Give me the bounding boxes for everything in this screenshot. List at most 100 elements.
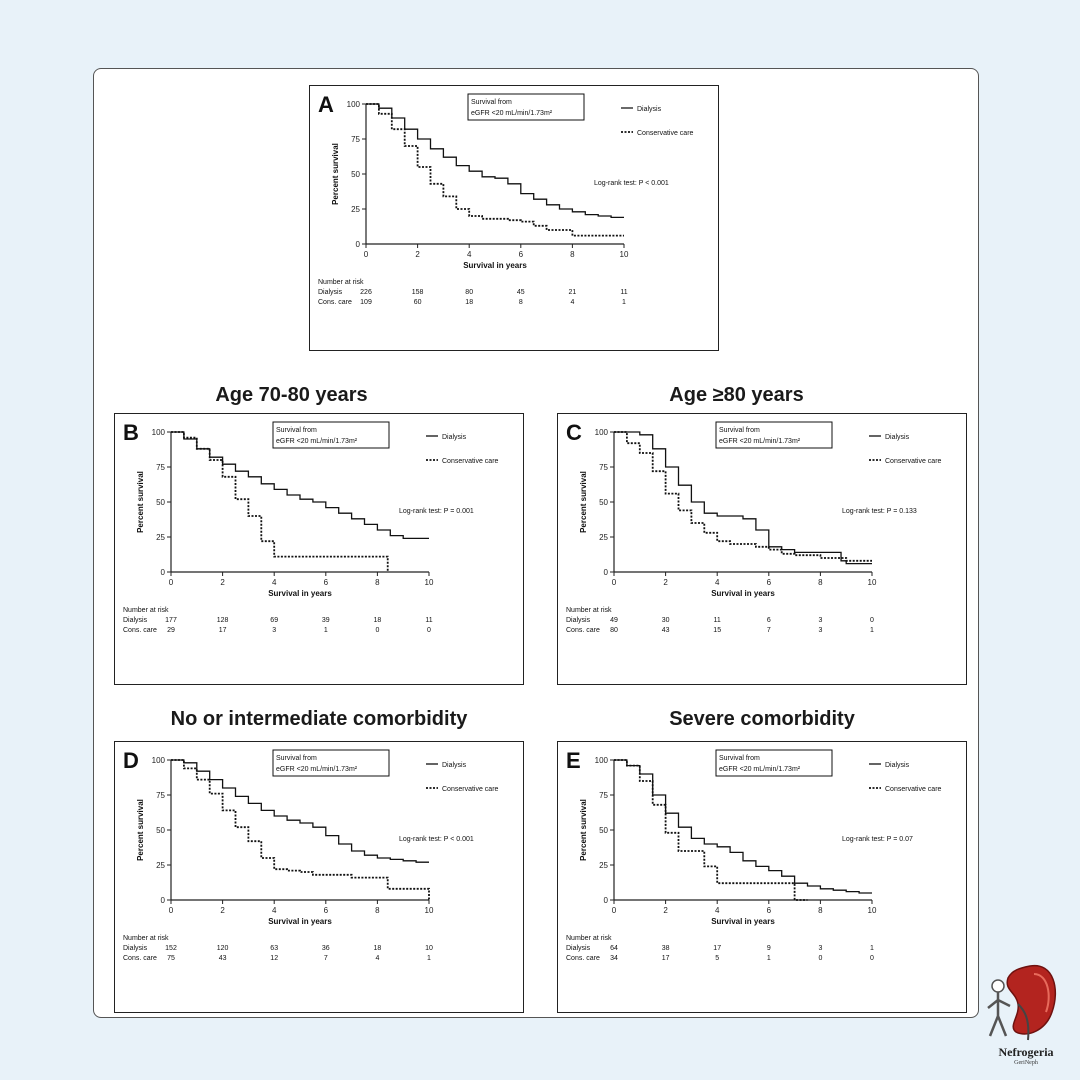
x-tick-label: 10 — [620, 250, 629, 259]
annotation-line-1: Survival from — [471, 99, 512, 106]
x-tick-label: 6 — [519, 250, 524, 259]
risk-value: 3 — [818, 627, 822, 634]
nefrogeria-logo: Nefrogeria GeriNeph — [978, 960, 1074, 1078]
y-tick-label: 100 — [347, 100, 361, 109]
y-tick-label: 75 — [599, 791, 608, 800]
panel-letter: E — [566, 748, 581, 773]
risk-value: 6 — [767, 617, 771, 624]
km-chart-a: A 0 25 50 75 100 0 2 4 6 8 10 Survival in years Perce… — [318, 92, 694, 306]
y-axis-label: Percent survival — [579, 799, 588, 861]
y-tick-label: 50 — [351, 170, 360, 179]
x-tick-label: 8 — [818, 578, 823, 587]
x-tick-label: 6 — [324, 578, 329, 587]
legend-label: Dialysis — [885, 762, 910, 769]
risk-value: 0 — [375, 627, 379, 634]
title-age-70-80: Age 70-80 years — [215, 384, 368, 406]
risk-row-label: Dialysis — [566, 617, 591, 624]
risk-value: 1 — [870, 627, 874, 634]
x-tick-label: 10 — [868, 578, 877, 587]
y-axis-label: Percent survival — [136, 799, 145, 861]
annotation-box — [715, 421, 833, 449]
x-tick-label: 0 — [364, 250, 369, 259]
risk-header: Number at risk — [123, 607, 169, 614]
legend-label: Conservative care — [442, 786, 499, 793]
risk-value: 34 — [610, 955, 618, 962]
x-axis-label: Survival in years — [463, 261, 527, 270]
x-tick-label: 2 — [220, 578, 225, 587]
annotation-box — [272, 749, 390, 777]
y-tick-label: 50 — [599, 498, 608, 507]
x-tick-label: 4 — [467, 250, 472, 259]
y-tick-label: 0 — [161, 568, 166, 577]
risk-value: 128 — [217, 617, 229, 624]
panel-letter: B — [123, 420, 139, 445]
pvalue-annotation: Log-rank test: P = 0.07 — [842, 836, 913, 843]
x-tick-label: 0 — [169, 906, 174, 915]
series-line-conservative-care — [366, 103, 624, 237]
risk-value: 3 — [272, 627, 276, 634]
risk-value: 3 — [818, 945, 822, 952]
risk-row-label: Cons. care — [566, 955, 600, 962]
risk-value: 43 — [219, 955, 227, 962]
x-tick-label: 2 — [220, 906, 225, 915]
x-tick-label: 10 — [425, 578, 434, 587]
risk-value: 21 — [569, 289, 577, 296]
risk-value: 64 — [610, 945, 618, 952]
y-tick-label: 0 — [604, 568, 609, 577]
annotation-line-2: eGFR <20 mL/min/1.73m² — [719, 766, 801, 773]
y-tick-label: 75 — [599, 463, 608, 472]
x-tick-label: 4 — [715, 906, 720, 915]
annotation-box — [715, 749, 833, 777]
legend-label: Conservative care — [637, 130, 694, 137]
y-axis-label: Percent survival — [136, 471, 145, 533]
risk-row-label: Dialysis — [318, 289, 343, 296]
risk-value: 4 — [570, 299, 574, 306]
panel-b: B 0 25 50 75 100 0 2 4 6 8 10 Survival in years Perce… — [114, 413, 524, 685]
x-tick-label: 8 — [375, 906, 380, 915]
risk-value: 80 — [465, 289, 473, 296]
risk-value: 158 — [412, 289, 424, 296]
x-axis-label: Survival in years — [268, 917, 332, 926]
annotation-box — [272, 421, 390, 449]
risk-value: 1 — [622, 299, 626, 306]
annotation-line-1: Survival from — [276, 427, 317, 434]
risk-value: 69 — [270, 617, 278, 624]
title-severe-comorbidity: Severe comorbidity — [669, 708, 855, 730]
y-tick-label: 0 — [161, 896, 166, 905]
figure-card: A 0 25 50 75 100 0 2 4 6 8 10 Survival in years Perce… — [93, 68, 979, 1018]
annotation-line-2: eGFR <20 mL/min/1.73m² — [276, 766, 358, 773]
y-tick-label: 0 — [356, 240, 361, 249]
kidney-icon — [987, 965, 1056, 1041]
risk-row-label: Cons. care — [318, 299, 352, 306]
risk-value: 17 — [713, 945, 721, 952]
risk-value: 1 — [767, 955, 771, 962]
series-line-dialysis — [614, 431, 872, 565]
risk-value: 17 — [219, 627, 227, 634]
risk-row-label: Cons. care — [123, 627, 157, 634]
y-axis-label: Percent survival — [331, 143, 340, 205]
risk-value: 0 — [427, 627, 431, 634]
risk-value: 18 — [374, 945, 382, 952]
pvalue-annotation: Log-rank test: P = 0.133 — [842, 508, 917, 515]
legend-label: Dialysis — [885, 434, 910, 441]
y-tick-label: 100 — [152, 428, 166, 437]
y-tick-label: 100 — [595, 428, 609, 437]
risk-value: 10 — [425, 945, 433, 952]
risk-row-label: Cons. care — [566, 627, 600, 634]
x-tick-label: 8 — [570, 250, 575, 259]
risk-value: 7 — [324, 955, 328, 962]
pvalue-annotation: Log-rank test: P < 0.001 — [399, 836, 474, 843]
risk-value: 39 — [322, 617, 330, 624]
legend-label: Conservative care — [885, 786, 942, 793]
risk-value: 38 — [662, 945, 670, 952]
annotation-line-2: eGFR <20 mL/min/1.73m² — [276, 438, 358, 445]
risk-row-label: Dialysis — [123, 617, 148, 624]
x-tick-label: 4 — [272, 906, 277, 915]
km-chart-d: D 0 25 50 75 100 0 2 4 6 8 10 Survival in years Perce… — [123, 748, 499, 962]
panel-a: A 0 25 50 75 100 0 2 4 6 8 10 Survival in years Perce… — [309, 85, 719, 351]
panel-c: C 0 25 50 75 100 0 2 4 6 8 10 Survival in years Perce… — [557, 413, 967, 685]
legend-label: Dialysis — [442, 434, 467, 441]
panel-e: E 0 25 50 75 100 0 2 4 6 8 10 Survival in years Perce… — [557, 741, 967, 1013]
